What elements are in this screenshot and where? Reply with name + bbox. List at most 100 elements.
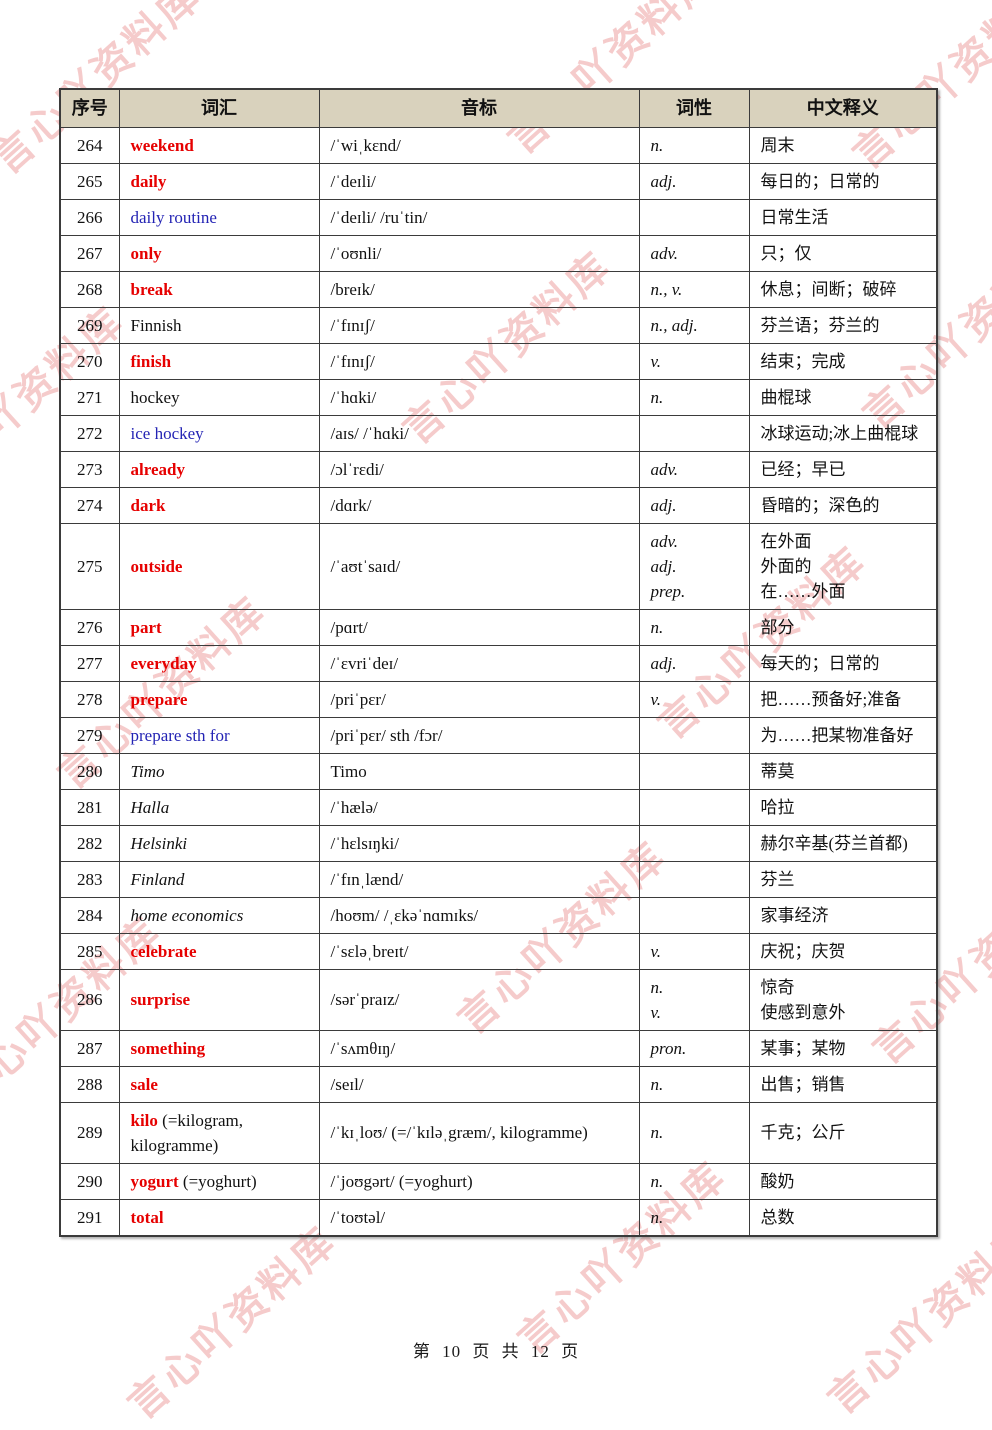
cell-line: 使感到意外 bbox=[760, 1002, 846, 1022]
cell-line: 芬兰 bbox=[760, 869, 795, 889]
table-row: 269 Finnish /ˈfɪnɪʃ/ n., adj. 芬兰语；芬兰的 bbox=[59, 306, 938, 344]
cell-number: 264 bbox=[59, 126, 120, 164]
cell-line: 冰球运动;冰上曲棍球 bbox=[760, 423, 919, 443]
cell-number: 280 bbox=[59, 752, 120, 790]
cell-line: 外面的 bbox=[760, 556, 812, 576]
cell-word: sale bbox=[118, 1065, 320, 1103]
cell-line: n. bbox=[650, 977, 664, 997]
cell-meaning: 酸奶 bbox=[748, 1162, 938, 1200]
cell-line: 把……预备好;准备 bbox=[760, 689, 902, 709]
cell-line: 周末 bbox=[760, 135, 795, 155]
cell-word: hockey bbox=[118, 378, 320, 416]
cell-line: v. bbox=[650, 941, 662, 961]
cell-line: 只；仅 bbox=[760, 243, 812, 263]
cell-pos bbox=[638, 414, 750, 452]
cell-number: 267 bbox=[59, 234, 120, 272]
cell-phonetic: /ˈtoʊtəl/ bbox=[318, 1198, 640, 1236]
word-text: daily bbox=[130, 171, 167, 191]
cell-line: 总数 bbox=[760, 1207, 795, 1227]
cell-pos: n. bbox=[638, 1101, 750, 1164]
word-text: something bbox=[130, 1038, 206, 1058]
col-header-word: 词汇 bbox=[118, 88, 320, 128]
table-row: 265 daily /ˈdeɪli/ adj. 每日的；日常的 bbox=[59, 162, 938, 200]
cell-number: 275 bbox=[59, 522, 120, 610]
cell-pos: pron. bbox=[638, 1029, 750, 1067]
cell-line: prep. bbox=[650, 581, 686, 601]
table-row: 272 ice hockey /aɪs/ /ˈhɑki/ 冰球运动;冰上曲棍球 bbox=[59, 414, 938, 452]
cell-pos: adj. bbox=[638, 162, 750, 200]
cell-line: 休息；间断；破碎 bbox=[760, 279, 897, 299]
cell-line: 出售；销售 bbox=[760, 1074, 846, 1094]
cell-line: adj. bbox=[650, 653, 677, 673]
cell-line: v. bbox=[650, 1002, 662, 1022]
cell-line: n., adj. bbox=[650, 315, 698, 335]
cell-phonetic: /ˈfɪnˌlænd/ bbox=[318, 860, 640, 898]
cell-phonetic: /ˈfɪnɪʃ/ bbox=[318, 342, 640, 380]
cell-word: prepare sth for bbox=[118, 716, 320, 754]
cell-pos bbox=[638, 896, 750, 934]
cell-line: adv. bbox=[650, 531, 679, 551]
cell-number: 266 bbox=[59, 198, 120, 236]
cell-line: adj. bbox=[650, 556, 677, 576]
cell-meaning: 哈拉 bbox=[748, 788, 938, 826]
cell-phonetic: /ˈjoʊgərt/ (=yoghurt) bbox=[318, 1162, 640, 1200]
cell-phonetic: /ˈhɛlsɪŋki/ bbox=[318, 824, 640, 862]
cell-pos: n. bbox=[638, 126, 750, 164]
word-text: home economics bbox=[130, 905, 244, 925]
cell-line: n. bbox=[650, 387, 664, 407]
word-text: everyday bbox=[130, 653, 197, 673]
cell-word: part bbox=[118, 608, 320, 646]
table-row: 287 something /ˈsʌmθɪŋ/ pron. 某事；某物 bbox=[59, 1029, 938, 1067]
cell-line: 家事经济 bbox=[760, 905, 829, 925]
cell-phonetic: /dɑrk/ bbox=[318, 486, 640, 524]
word-text: only bbox=[130, 243, 162, 263]
cell-meaning: 昏暗的；深色的 bbox=[748, 486, 938, 524]
cell-phonetic: /hoʊm/ /ˌɛkəˈnɑmɪks/ bbox=[318, 896, 640, 934]
cell-line: 赫尔辛基(芬兰首都) bbox=[760, 833, 908, 853]
cell-line: n. bbox=[650, 617, 664, 637]
table-row: 285 celebrate /ˈsɛləˌbreɪt/ v. 庆祝；庆贺 bbox=[59, 932, 938, 970]
cell-phonetic: /aɪs/ /ˈhɑki/ bbox=[318, 414, 640, 452]
cell-word: Helsinki bbox=[118, 824, 320, 862]
cell-pos: n., adj. bbox=[638, 306, 750, 344]
cell-word: Timo bbox=[118, 752, 320, 790]
word-text: already bbox=[130, 459, 185, 479]
word-text: total bbox=[130, 1207, 164, 1227]
cell-word: everyday bbox=[118, 644, 320, 682]
cell-meaning: 为……把某物准备好 bbox=[748, 716, 938, 754]
cell-number: 281 bbox=[59, 788, 120, 826]
cell-phonetic: Timo bbox=[318, 752, 640, 790]
cell-phonetic: /ˈdeɪli/ bbox=[318, 162, 640, 200]
table-row: 271 hockey /ˈhɑki/ n. 曲棍球 bbox=[59, 378, 938, 416]
word-text: celebrate bbox=[130, 941, 197, 961]
table-row: 288 sale /seɪl/ n. 出售；销售 bbox=[59, 1065, 938, 1103]
cell-meaning: 已经；早已 bbox=[748, 450, 938, 488]
cell-meaning: 家事经济 bbox=[748, 896, 938, 934]
cell-line: 每天的；日常的 bbox=[760, 653, 880, 673]
cell-line: n., v. bbox=[650, 279, 683, 299]
cell-pos: v. bbox=[638, 342, 750, 380]
cell-phonetic: /ˈkɪˌloʊ/ (=/ˈkɪləˌgræm/, kilogramme) bbox=[318, 1101, 640, 1164]
word-text: Finnish bbox=[130, 315, 182, 335]
cell-pos: n. bbox=[638, 1065, 750, 1103]
cell-number: 277 bbox=[59, 644, 120, 682]
cell-word: Finland bbox=[118, 860, 320, 898]
word-text: outside bbox=[130, 556, 183, 576]
cell-number: 265 bbox=[59, 162, 120, 200]
table-row: 280 Timo Timo 蒂莫 bbox=[59, 752, 938, 790]
word-text: dark bbox=[130, 495, 166, 515]
table-row: 270 finish /ˈfɪnɪʃ/ v. 结束；完成 bbox=[59, 342, 938, 380]
word-text: weekend bbox=[130, 135, 194, 155]
table-row: 277 everyday /ˈɛvriˈdeɪ/ adj. 每天的；日常的 bbox=[59, 644, 938, 682]
table-row: 289 kilo (=kilogram, kilogramme) /ˈkɪˌlo… bbox=[59, 1101, 938, 1164]
cell-meaning: 部分 bbox=[748, 608, 938, 646]
cell-meaning: 庆祝；庆贺 bbox=[748, 932, 938, 970]
cell-number: 282 bbox=[59, 824, 120, 862]
word-text: finish bbox=[130, 351, 172, 371]
cell-pos bbox=[638, 788, 750, 826]
cell-line: 芬兰语；芬兰的 bbox=[760, 315, 880, 335]
cell-number: 269 bbox=[59, 306, 120, 344]
cell-line: n. bbox=[650, 1171, 664, 1191]
cell-word: daily bbox=[118, 162, 320, 200]
cell-meaning: 出售；销售 bbox=[748, 1065, 938, 1103]
